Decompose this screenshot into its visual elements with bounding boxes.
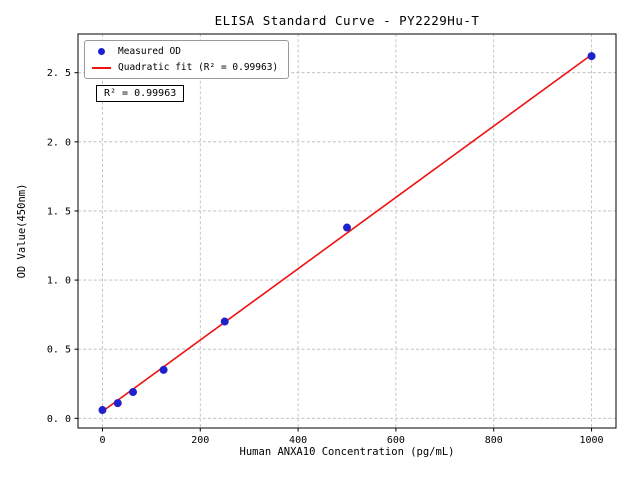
data-point (159, 365, 168, 374)
x-tick-label: 800 (485, 435, 503, 446)
chart-title: ELISA Standard Curve - PY2229Hu-T (214, 13, 480, 28)
x-tick-label: 1000 (579, 435, 603, 446)
data-point (129, 388, 138, 397)
y-tick-label: 1. 5 (47, 206, 71, 217)
axes-border (77, 33, 617, 429)
y-axis-label: OD Value(450nm) (16, 183, 28, 279)
y-tick-label: 0. 5 (47, 345, 71, 356)
data-point (220, 317, 229, 326)
y-tick-label: 1. 0 (47, 276, 71, 287)
x-tick-label: 0 (99, 435, 105, 446)
data-point (587, 52, 596, 61)
legend-item-quadratic-fit: Quadratic fit (R² = 0.99963) (92, 62, 278, 73)
legend-label-measured-od: Measured OD (118, 46, 181, 57)
y-tick-label: 2. 5 (47, 68, 71, 79)
x-tick-label: 200 (191, 435, 209, 446)
quadratic-fit-line (101, 54, 593, 413)
scatter-marker-icon (98, 48, 105, 55)
y-tick-label: 0. 0 (47, 414, 71, 425)
r-squared-annotation: R² = 0.99963 (96, 85, 185, 102)
y-tick-label: 2. 0 (47, 137, 71, 148)
legend-label-quadratic-fit: Quadratic fit (R² = 0.99963) (118, 62, 279, 73)
data-point (343, 223, 351, 232)
data-point (98, 406, 107, 415)
x-tick-label: 400 (289, 435, 307, 446)
data-point (113, 399, 122, 408)
legend: Measured OD Quadratic fit (R² = 0.99963) (84, 40, 290, 79)
legend-item-measured-od: Measured OD (92, 46, 278, 57)
x-tick-label: 600 (387, 435, 405, 446)
x-axis-label: Human ANXA10 Concentration (pg/mL) (239, 446, 455, 458)
line-marker-icon (92, 66, 111, 69)
